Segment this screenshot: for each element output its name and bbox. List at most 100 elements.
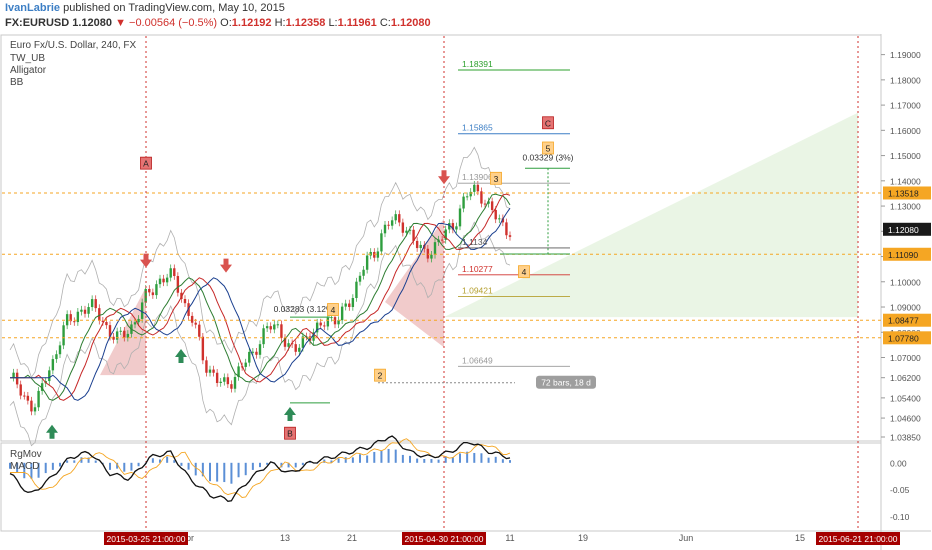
candle-body xyxy=(387,224,390,226)
wave-label: 4 xyxy=(331,305,336,315)
pattern-zone xyxy=(385,218,444,348)
publish-line: IvanLabrie published on TradingView.com,… xyxy=(5,2,285,14)
candle-body xyxy=(365,255,369,270)
candle-body xyxy=(483,203,487,205)
candle-body xyxy=(190,315,194,323)
candle-body xyxy=(148,288,151,293)
candle-body xyxy=(180,292,183,299)
candle-body xyxy=(226,377,230,385)
level-price-tag xyxy=(883,186,931,200)
level-price-tag-text: 1.13518 xyxy=(888,188,919,198)
close-label: C: xyxy=(379,17,391,29)
wave-label-box xyxy=(542,141,554,155)
macd-histogram-bar xyxy=(137,462,140,467)
high-label: H: xyxy=(274,17,286,29)
candle-body xyxy=(201,336,205,361)
price-tick-label: 1.17000 xyxy=(890,101,921,111)
candle-body xyxy=(155,284,158,296)
macd-histogram-bar xyxy=(423,459,426,463)
macd-histogram-bar xyxy=(401,454,404,463)
candle-body xyxy=(494,209,497,220)
candle-body xyxy=(394,214,397,221)
candle-body xyxy=(476,184,480,192)
macd-histogram-bar xyxy=(159,459,161,463)
macd-histogram-bar xyxy=(237,462,240,478)
wave-label-box xyxy=(490,171,502,185)
author-link[interactable]: IvanLabrie xyxy=(5,2,61,14)
candle-body xyxy=(412,229,415,241)
candle-body xyxy=(237,366,240,377)
indicator-alligator[interactable]: Alligator xyxy=(10,65,47,76)
alligator-jaw xyxy=(10,207,511,401)
sell-arrow-icon xyxy=(220,258,232,273)
candle-body xyxy=(487,201,490,204)
candle-body xyxy=(233,376,237,389)
macd-histogram-bar xyxy=(101,462,104,464)
wave-label: A xyxy=(143,159,149,169)
candle-body xyxy=(287,343,290,347)
candle-body xyxy=(173,268,176,277)
candle-body xyxy=(12,372,15,378)
candle-body xyxy=(465,196,469,198)
macd-histogram-bar xyxy=(130,462,133,471)
macd-histogram-bar xyxy=(223,462,226,483)
macd-histogram-bar xyxy=(37,462,40,478)
macd-histogram-bar xyxy=(166,456,169,463)
candle-body xyxy=(37,390,40,408)
indicator-macd[interactable]: MACD xyxy=(10,461,39,472)
level-price-tag xyxy=(883,247,931,261)
symbol-label[interactable]: FX:EURUSD xyxy=(5,17,70,29)
indicator-tw-ub[interactable]: TW_UB xyxy=(10,53,45,64)
price-tick-label: 1.15000 xyxy=(890,151,921,161)
price-tick-label: 1.03850 xyxy=(890,433,921,443)
price-chart[interactable]: 1.18391 1.15865 1.13906 1.1134 1.10277 1.0942… xyxy=(0,34,932,550)
chart-header: IvanLabrie published on TradingView.com,… xyxy=(0,0,932,34)
price-tick-label: 1.18000 xyxy=(890,75,921,85)
candle-body xyxy=(433,242,437,255)
candle-body xyxy=(469,191,472,197)
macd-tick-label: -0.10 xyxy=(890,512,910,522)
macd-histogram-bar xyxy=(409,455,411,463)
candle-body xyxy=(140,302,144,319)
macd-histogram-bar xyxy=(351,457,354,463)
ohlc-line: FX:EURUSD 1.12080 ▼ −0.00564 (−0.5%) O:1… xyxy=(5,17,431,29)
candle-body xyxy=(415,240,419,249)
macd-histogram-bar xyxy=(494,456,497,463)
candle-body xyxy=(162,278,165,283)
time-marker-tag xyxy=(816,532,900,545)
wave-label: B xyxy=(287,429,293,439)
macd-histogram-bar xyxy=(366,455,369,463)
wave-label: 4 xyxy=(522,267,527,277)
candle-body xyxy=(490,201,494,210)
time-tick-label: Jun xyxy=(679,533,694,543)
low-label: L: xyxy=(328,17,338,29)
candle-body xyxy=(230,384,233,389)
macd-histogram-bar xyxy=(151,458,154,463)
price-tick-label: 1.10000 xyxy=(890,277,921,287)
measure-label-left: 0.03283 (3.12%) xyxy=(274,304,337,314)
macd-histogram-bar xyxy=(123,462,126,472)
macd-histogram-bar xyxy=(59,462,61,467)
macd-histogram-bar xyxy=(444,456,447,463)
indicator-bb[interactable]: BB xyxy=(10,77,24,88)
indicator-rgmov[interactable]: RgMov xyxy=(10,449,42,460)
candle-body xyxy=(30,400,33,412)
sell-arrow-icon xyxy=(140,253,152,268)
macd-histogram-bar xyxy=(451,457,454,463)
candle-body xyxy=(462,196,465,209)
candle-body xyxy=(69,314,72,322)
candle-body xyxy=(419,244,422,249)
macd-histogram-bar xyxy=(94,460,97,463)
candle-body xyxy=(348,303,351,308)
price-tick-label: 1.09000 xyxy=(890,303,921,313)
macd-histogram-bar xyxy=(373,451,376,463)
bb-upper-band xyxy=(9,146,511,379)
candle-body xyxy=(119,330,122,332)
candle-body xyxy=(23,395,26,397)
macd-histogram-bar xyxy=(266,462,269,465)
macd-histogram-bar xyxy=(216,462,219,482)
close-value: 1.12080 xyxy=(390,17,431,29)
macd-histogram-bar xyxy=(187,462,190,470)
candle-body xyxy=(276,324,280,326)
candle-body xyxy=(251,351,255,353)
